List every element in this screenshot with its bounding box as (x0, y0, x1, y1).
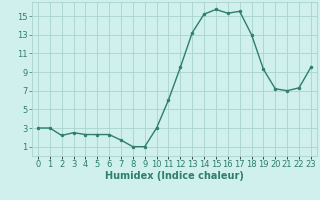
X-axis label: Humidex (Indice chaleur): Humidex (Indice chaleur) (105, 171, 244, 181)
